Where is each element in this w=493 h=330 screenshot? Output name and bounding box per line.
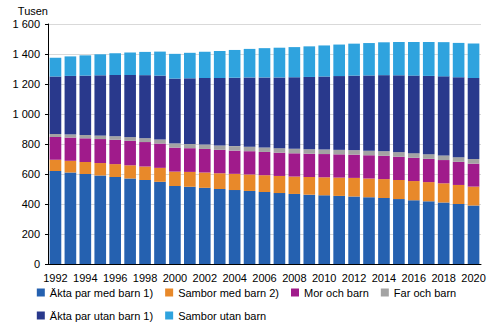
svg-text:Äkta par med barn 1): Äkta par med barn 1) — [50, 287, 153, 299]
svg-text:1998: 1998 — [133, 272, 157, 284]
svg-text:Sambor med barn 2): Sambor med barn 2) — [178, 287, 279, 299]
svg-text:2018: 2018 — [431, 272, 455, 284]
svg-text:1992: 1992 — [43, 272, 67, 284]
svg-text:2002: 2002 — [193, 272, 217, 284]
svg-text:Tusen: Tusen — [18, 5, 48, 17]
svg-text:Mor och barn: Mor och barn — [304, 287, 369, 299]
svg-text:200: 200 — [22, 228, 40, 240]
svg-text:Äkta par utan barn 1): Äkta par utan barn 1) — [50, 310, 153, 322]
svg-text:2012: 2012 — [342, 272, 366, 284]
svg-text:2014: 2014 — [372, 272, 396, 284]
svg-text:2004: 2004 — [222, 272, 246, 284]
svg-text:600: 600 — [22, 168, 40, 180]
svg-text:1 200: 1 200 — [12, 78, 40, 90]
svg-text:800: 800 — [22, 138, 40, 150]
svg-text:2020: 2020 — [461, 272, 485, 284]
svg-text:2010: 2010 — [312, 272, 336, 284]
svg-text:1994: 1994 — [73, 272, 97, 284]
svg-text:Far och barn: Far och barn — [394, 287, 456, 299]
svg-text:2006: 2006 — [252, 272, 276, 284]
svg-text:Sambor utan barn: Sambor utan barn — [178, 310, 266, 322]
svg-text:1996: 1996 — [103, 272, 127, 284]
svg-text:400: 400 — [22, 198, 40, 210]
svg-text:1 600: 1 600 — [12, 18, 40, 30]
svg-text:1 000: 1 000 — [12, 108, 40, 120]
svg-text:2000: 2000 — [163, 272, 187, 284]
svg-text:2016: 2016 — [402, 272, 426, 284]
svg-text:2008: 2008 — [282, 272, 306, 284]
svg-text:0: 0 — [34, 258, 40, 270]
svg-text:1 400: 1 400 — [12, 48, 40, 60]
